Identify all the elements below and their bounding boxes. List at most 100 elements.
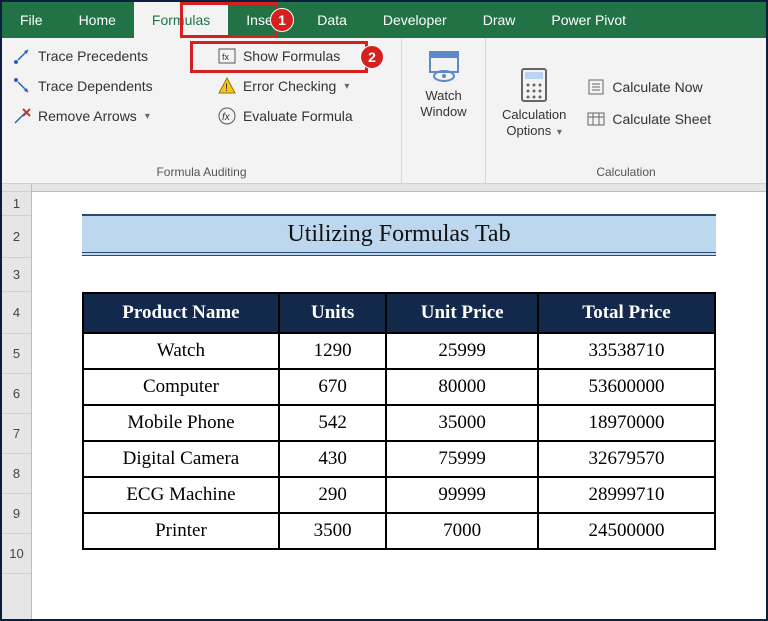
remove-arrows-icon: [12, 106, 32, 126]
table-cell[interactable]: 7000: [386, 513, 538, 549]
error-checking-label: Error Checking: [243, 78, 336, 94]
row-header-7[interactable]: 7: [2, 414, 31, 454]
row-header-5[interactable]: 5: [2, 334, 31, 374]
table-header-row: Product Name Units Unit Price Total Pric…: [83, 293, 715, 333]
group-formula-auditing: Trace Precedents fx Show Formulas Trace …: [2, 38, 402, 183]
data-table: Product Name Units Unit Price Total Pric…: [82, 292, 716, 550]
show-formulas-icon: fx: [217, 46, 237, 66]
table-cell[interactable]: 53600000: [538, 369, 715, 405]
tab-file[interactable]: File: [2, 2, 61, 38]
chevron-down-icon: ▾: [557, 127, 562, 138]
col-units: Units: [279, 293, 386, 333]
calculate-sheet-icon: [586, 109, 606, 129]
calculate-now-button[interactable]: Calculate Now: [582, 75, 715, 99]
tab-home[interactable]: Home: [61, 2, 134, 38]
trace-precedents-button[interactable]: Trace Precedents: [8, 44, 195, 68]
row-header-9[interactable]: 9: [2, 494, 31, 534]
table-cell[interactable]: Digital Camera: [83, 441, 279, 477]
group-label-calculation: Calculation: [492, 162, 760, 183]
chevron-down-icon: ▾: [344, 81, 349, 92]
table-cell[interactable]: 33538710: [538, 333, 715, 369]
remove-arrows-label: Remove Arrows: [38, 108, 137, 124]
table-cell[interactable]: 18970000: [538, 405, 715, 441]
table-row: Digital Camera4307599932679570: [83, 441, 715, 477]
calc-options-label-2: Options: [506, 123, 551, 138]
group-calculation: Calculation Options ▾ Calculate Now Calc…: [486, 38, 766, 183]
calculate-now-label: Calculate Now: [612, 79, 702, 95]
trace-dependents-label: Trace Dependents: [38, 78, 153, 94]
tab-powerpivot[interactable]: Power Pivot: [533, 2, 644, 38]
calc-options-label-1: Calculation: [502, 107, 566, 123]
calculator-icon: [516, 67, 552, 103]
tab-draw[interactable]: Draw: [465, 2, 534, 38]
row-header-8[interactable]: 8: [2, 454, 31, 494]
calculate-sheet-label: Calculate Sheet: [612, 111, 711, 127]
column-header-sliver: [32, 184, 766, 192]
col-total-price: Total Price: [538, 293, 715, 333]
table-cell[interactable]: Watch: [83, 333, 279, 369]
table-row: Watch12902599933538710: [83, 333, 715, 369]
tab-formulas[interactable]: Formulas: [134, 2, 228, 38]
table-cell[interactable]: 542: [279, 405, 386, 441]
remove-arrows-button[interactable]: Remove Arrows ▾: [8, 104, 195, 128]
table-cell[interactable]: 32679570: [538, 441, 715, 477]
row-header-10[interactable]: 10: [2, 534, 31, 574]
group-watch-window: Watch Window: [402, 38, 486, 183]
svg-text:!: !: [225, 82, 228, 94]
trace-precedents-label: Trace Precedents: [38, 48, 148, 64]
table-cell[interactable]: 99999: [386, 477, 538, 513]
show-formulas-label: Show Formulas: [243, 48, 340, 64]
table-cell[interactable]: Printer: [83, 513, 279, 549]
table-cell[interactable]: 430: [279, 441, 386, 477]
table-cell[interactable]: 28999710: [538, 477, 715, 513]
table-cell[interactable]: 25999: [386, 333, 538, 369]
row-header-6[interactable]: 6: [2, 374, 31, 414]
evaluate-formula-icon: fx: [217, 106, 237, 126]
watch-window-button[interactable]: Watch Window: [408, 44, 479, 123]
table-row: Mobile Phone5423500018970000: [83, 405, 715, 441]
col-product-name: Product Name: [83, 293, 279, 333]
table-row: Computer6708000053600000: [83, 369, 715, 405]
trace-precedents-icon: [12, 46, 32, 66]
table-cell[interactable]: Computer: [83, 369, 279, 405]
table-cell[interactable]: ECG Machine: [83, 477, 279, 513]
col-unit-price: Unit Price: [386, 293, 538, 333]
table-cell[interactable]: 3500: [279, 513, 386, 549]
table-cell[interactable]: 35000: [386, 405, 538, 441]
grid-area[interactable]: Utilizing Formulas Tab Product Name Unit…: [32, 184, 766, 619]
table-row: Printer3500700024500000: [83, 513, 715, 549]
trace-dependents-button[interactable]: Trace Dependents: [8, 74, 195, 98]
sheet-title: Utilizing Formulas Tab: [82, 214, 716, 256]
table-row: ECG Machine2909999928999710: [83, 477, 715, 513]
watch-window-label-2: Window: [420, 104, 466, 120]
table-cell[interactable]: 1290: [279, 333, 386, 369]
calculation-options-button[interactable]: Calculation Options ▾: [492, 44, 576, 162]
evaluate-formula-button[interactable]: fx Evaluate Formula: [213, 104, 395, 128]
svg-text:fx: fx: [222, 52, 230, 62]
row-header-1[interactable]: 1: [2, 192, 31, 216]
table-cell[interactable]: Mobile Phone: [83, 405, 279, 441]
table-cell[interactable]: 80000: [386, 369, 538, 405]
error-checking-button[interactable]: ! Error Checking ▾: [213, 74, 395, 98]
table-cell[interactable]: 75999: [386, 441, 538, 477]
tab-data[interactable]: Data: [299, 2, 365, 38]
watch-window-label-1: Watch: [425, 88, 461, 104]
ribbon-tabs: File Home Formulas Insert Data Developer…: [2, 2, 766, 38]
calculate-sheet-button[interactable]: Calculate Sheet: [582, 107, 715, 131]
evaluate-formula-label: Evaluate Formula: [243, 108, 353, 124]
svg-text:fx: fx: [222, 112, 231, 123]
callout-1: 1: [270, 8, 294, 32]
callout-2: 2: [360, 45, 384, 69]
row-header-4[interactable]: 4: [2, 292, 31, 334]
chevron-down-icon: ▾: [145, 111, 150, 122]
row-header-3[interactable]: 3: [2, 258, 31, 292]
table-cell[interactable]: 290: [279, 477, 386, 513]
tab-developer[interactable]: Developer: [365, 2, 465, 38]
row-header-2[interactable]: 2: [2, 216, 31, 258]
row-headers: 1 2 3 4 5 6 7 8 9 10: [2, 184, 32, 619]
ribbon-body: Trace Precedents fx Show Formulas Trace …: [2, 38, 766, 184]
table-cell[interactable]: 670: [279, 369, 386, 405]
table-cell[interactable]: 24500000: [538, 513, 715, 549]
calculate-now-icon: [586, 77, 606, 97]
trace-dependents-icon: [12, 76, 32, 96]
